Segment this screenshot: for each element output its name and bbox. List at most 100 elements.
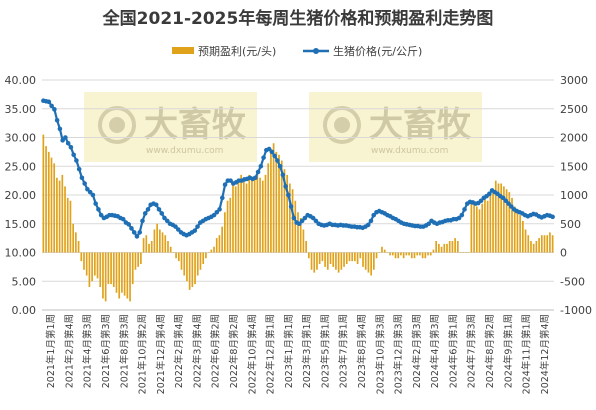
price-point [195, 224, 200, 229]
bar [56, 177, 58, 253]
bar [110, 252, 112, 285]
bar [405, 252, 408, 256]
price-point [365, 222, 371, 228]
bar [283, 169, 286, 253]
bar [72, 223, 74, 253]
bar [400, 252, 402, 256]
bar [383, 249, 386, 253]
legend-item-line[interactable]: 生猪价格(元/公斤) [303, 44, 422, 58]
bar [164, 235, 167, 253]
y-right-tick-label: 500 [560, 218, 581, 231]
bar [438, 243, 440, 253]
bar [540, 235, 543, 253]
y-left-tick-label: 5.00 [12, 275, 37, 288]
bar [451, 241, 454, 253]
bar [210, 249, 213, 253]
bar [61, 174, 64, 253]
bar [93, 252, 96, 276]
y-axis-left: 0.00 5.00 10.00 15.00 20.00 25.00 30.00 35.00 40… [5, 74, 37, 317]
price-point [49, 103, 54, 109]
bar [107, 252, 110, 285]
y-right-tick-label: -1000 [560, 304, 592, 317]
bar [264, 174, 267, 253]
bar [85, 252, 88, 276]
bar [218, 235, 221, 253]
bar [253, 177, 256, 253]
x-tick-label: 2021年1月第1周 [45, 314, 57, 388]
watermark-logo-icon [323, 106, 361, 144]
price-point [175, 227, 181, 232]
bar [378, 252, 381, 253]
bar [242, 180, 245, 253]
bar [424, 252, 427, 259]
bar [475, 206, 478, 253]
price-point [371, 212, 376, 218]
price-point [134, 234, 140, 239]
price-point [310, 215, 316, 221]
bar [351, 252, 354, 262]
price-point [299, 218, 305, 224]
watermark-logo-dot [109, 117, 125, 133]
price-point [426, 221, 432, 227]
price-point [137, 230, 143, 235]
bar [516, 209, 519, 253]
price-point [228, 178, 233, 183]
bar [202, 252, 205, 264]
price-point [79, 175, 85, 181]
bar [359, 252, 362, 259]
bar [340, 252, 343, 270]
bar [270, 149, 272, 253]
bar [153, 229, 156, 253]
bar [329, 252, 332, 264]
legend-item-bar[interactable]: 预期盈利(元/头) [172, 45, 276, 58]
price-point [142, 211, 148, 216]
bar [375, 252, 378, 259]
bar [402, 252, 405, 259]
bar [305, 241, 307, 253]
bar [167, 241, 169, 253]
bar [527, 235, 530, 253]
price-point [286, 192, 291, 198]
price-point [462, 207, 467, 212]
bar [307, 252, 310, 259]
bar [245, 183, 248, 253]
bar [492, 189, 494, 253]
bar [80, 252, 83, 262]
bar [397, 252, 400, 259]
bar [261, 180, 264, 253]
bar [302, 229, 305, 253]
bar [194, 252, 196, 285]
price-point [272, 153, 277, 159]
bar [508, 192, 511, 253]
bar [112, 252, 115, 287]
x-tick-label: 2021年12月第4周 [155, 314, 167, 394]
bar [115, 252, 118, 293]
bar [126, 252, 129, 299]
bar [386, 252, 389, 253]
watermark-logo-icon [98, 106, 136, 144]
bar [150, 241, 153, 253]
bar [470, 203, 473, 253]
x-tick-label: 2023年8月第4周 [356, 314, 368, 388]
bar [177, 252, 180, 262]
price-point [214, 209, 220, 215]
bar [432, 249, 435, 253]
legend-label-bar: 预期盈利(元/头) [198, 45, 276, 58]
x-tick-label: 2022年8月第2周 [228, 314, 240, 388]
bar [362, 252, 364, 267]
legend-swatch-bar [172, 47, 194, 54]
bar [196, 252, 199, 276]
bar [318, 252, 321, 264]
bar [275, 151, 278, 253]
bar [456, 241, 459, 253]
bar [207, 252, 210, 253]
bar [484, 197, 486, 253]
price-point [313, 218, 319, 224]
bar [188, 252, 191, 290]
bar [234, 186, 237, 253]
x-tick-label: 2024年12月第4周 [539, 314, 551, 394]
bar [446, 243, 448, 253]
bar [69, 200, 72, 253]
